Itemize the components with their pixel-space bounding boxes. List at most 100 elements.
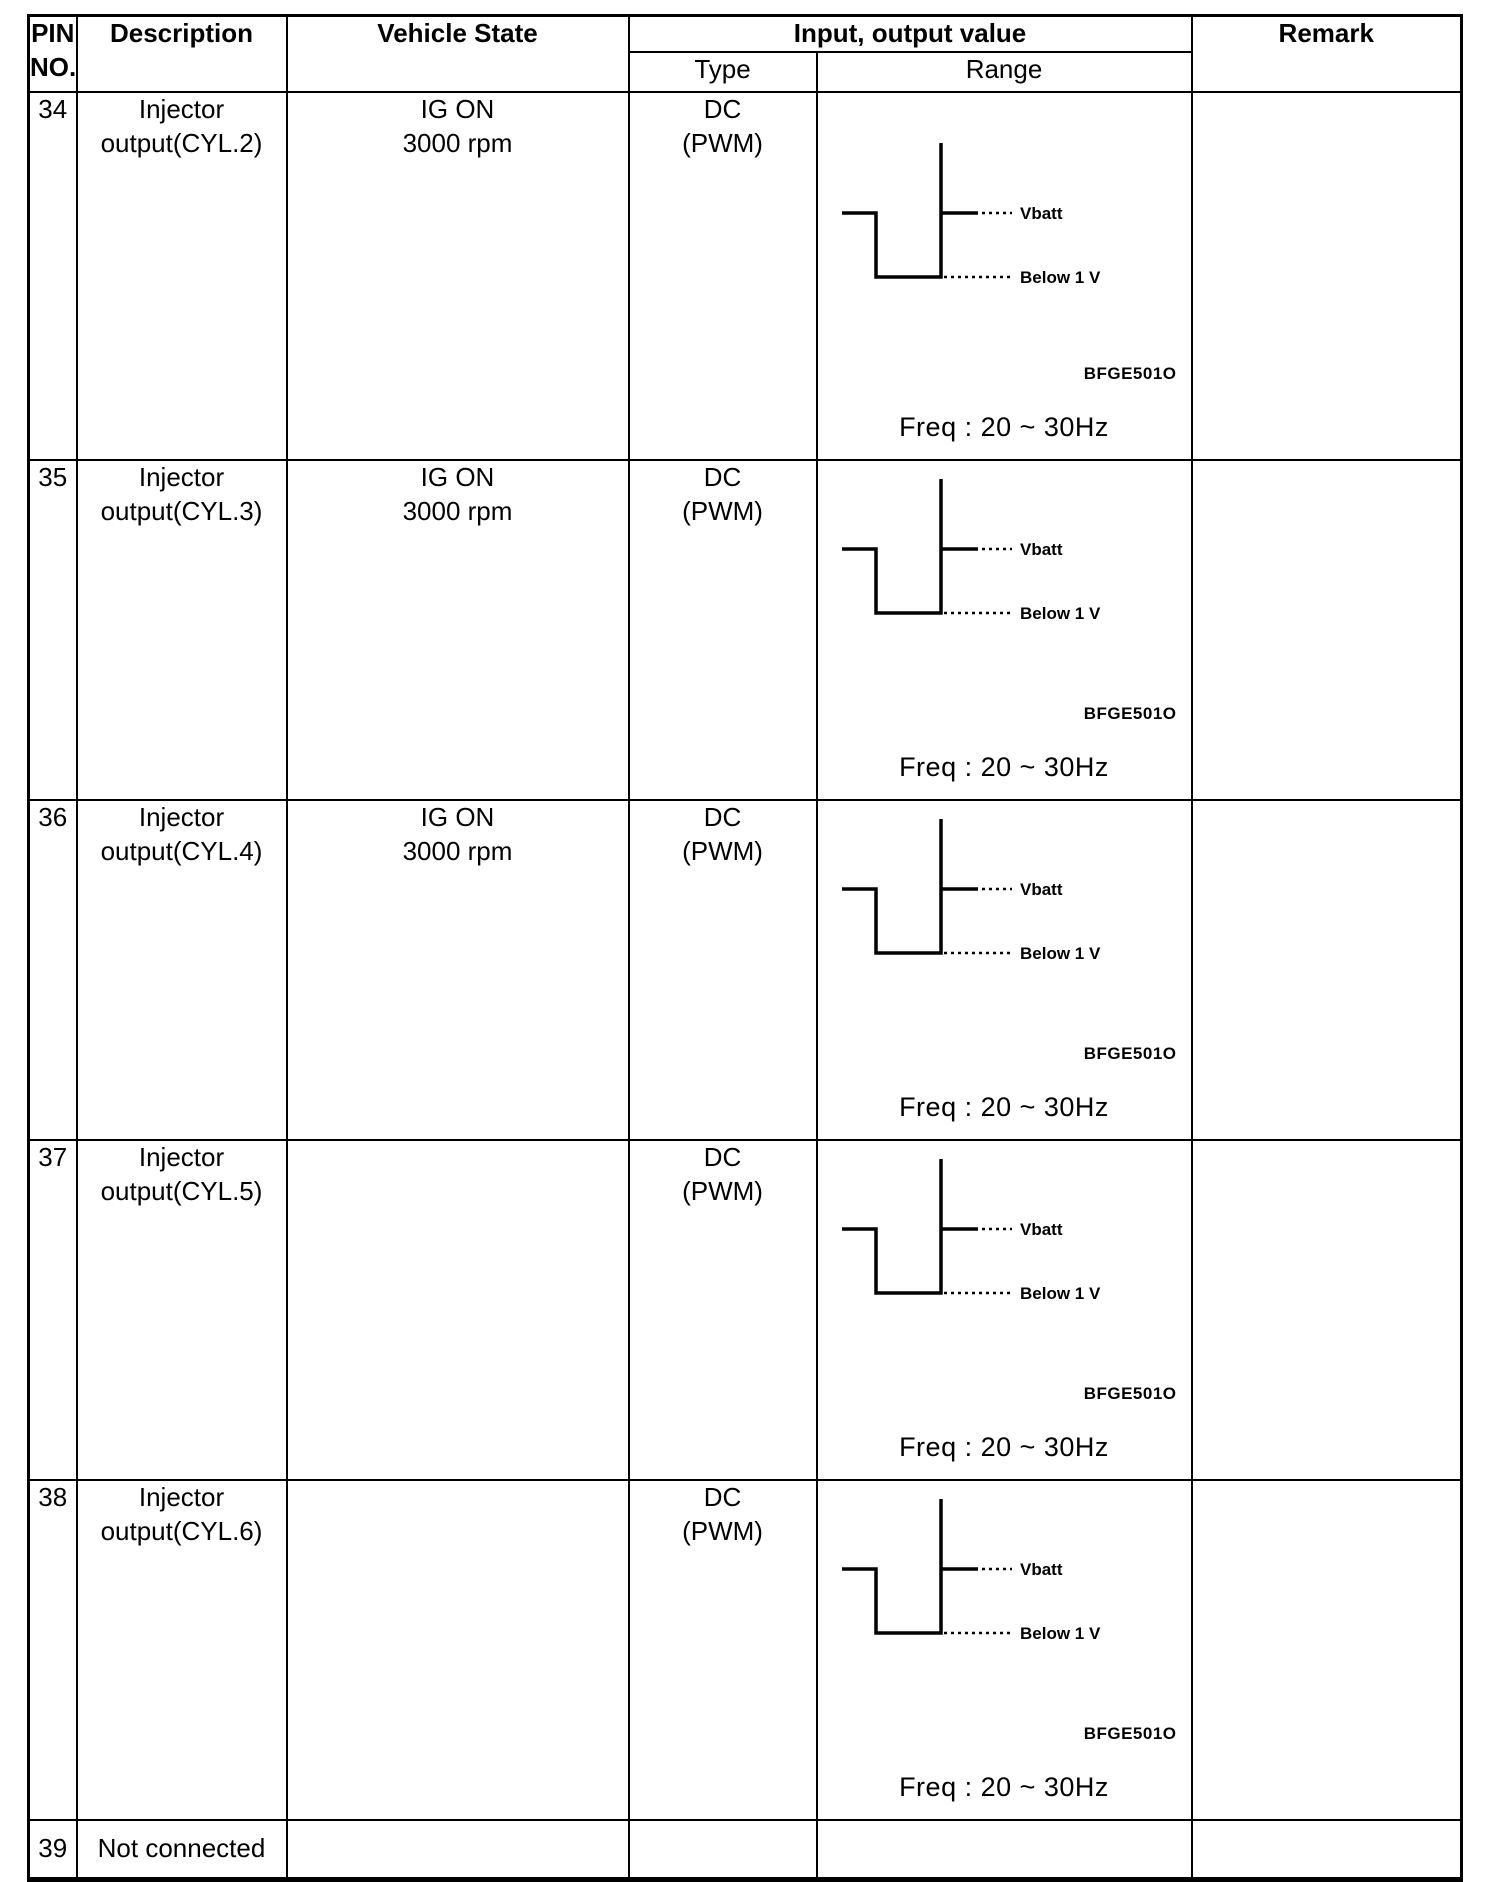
pin-description: Injector output(CYL.3): [75, 458, 288, 801]
header-io-value: Input, output value: [627, 14, 1193, 53]
type-line: (PWM): [682, 495, 763, 526]
figure-code: BFGE501O: [1083, 703, 1177, 723]
description-line: Injector: [138, 801, 225, 832]
vbatt-label: Vbatt: [1020, 540, 1063, 559]
type-line: DC: [703, 1481, 742, 1512]
pin-number: 35: [27, 458, 78, 801]
figure-code: BFGE501O: [1083, 1723, 1177, 1743]
vehicle-state-line: IG ON: [420, 461, 495, 492]
header-pin-line2: NO.: [30, 51, 77, 82]
waveform-trace: [841, 478, 943, 615]
description-line: output(CYL.2): [100, 127, 263, 158]
remark-value: [1190, 1138, 1463, 1481]
type-line: DC: [703, 801, 742, 832]
below1v-label: Below 1 V: [1020, 944, 1101, 963]
vehicle-state: [285, 1818, 630, 1881]
figure-code: BFGE501O: [1083, 1043, 1177, 1063]
signal-type: DC (PWM): [627, 1138, 818, 1481]
type-line: (PWM): [682, 127, 763, 158]
type-line: (PWM): [682, 1175, 763, 1206]
description-line: output(CYL.4): [100, 835, 263, 866]
frequency-note: Freq : 20 ~ 30Hz: [899, 1771, 1109, 1802]
injector-waveform-diagram: Vbatt Below 1 V: [841, 1498, 1101, 1643]
signal-range: [815, 1818, 1193, 1881]
pin-description: Not connected: [75, 1818, 288, 1881]
vehicle-state-line: IG ON: [420, 93, 495, 124]
vehicle-state: IG ON 3000 rpm: [285, 798, 630, 1141]
description-line: Not connected: [97, 1832, 266, 1863]
below1v-label: Below 1 V: [1020, 604, 1101, 623]
vehicle-state: IG ON 3000 rpm: [285, 90, 630, 461]
figure-code: BFGE501O: [1083, 1383, 1177, 1403]
signal-range: Vbatt Below 1 V BFGE501O Freq : 20 ~ 30H…: [815, 90, 1193, 461]
injector-waveform-diagram: Vbatt Below 1 V: [841, 142, 1101, 287]
signal-type: DC (PWM): [627, 1478, 818, 1821]
vbatt-label: Vbatt: [1020, 204, 1063, 223]
pin-table-body: 34 Injector output(CYL.2) IG ON 3000 rpm D…: [27, 90, 1463, 1881]
waveform-trace: [841, 142, 943, 279]
remark-value: [1190, 1818, 1463, 1881]
pin-description: Injector output(CYL.2): [75, 90, 288, 461]
frequency-note: Freq : 20 ~ 30Hz: [899, 411, 1109, 442]
signal-range: Vbatt Below 1 V BFGE501O Freq : 20 ~ 30H…: [815, 1478, 1193, 1821]
header-range: Range: [815, 50, 1193, 93]
vbatt-label: Vbatt: [1020, 1220, 1063, 1239]
description-line: output(CYL.3): [100, 495, 263, 526]
waveform-trace: [841, 818, 943, 955]
pin-table-row: 37 Injector output(CYL.5) DC (PWM) Vbatt B…: [27, 1138, 1463, 1481]
figure-code: BFGE501O: [1083, 363, 1177, 383]
type-line: DC: [703, 1141, 742, 1172]
header-pin-no: PIN NO.: [27, 14, 78, 93]
frequency-note: Freq : 20 ~ 30Hz: [899, 751, 1109, 782]
below1v-label: Below 1 V: [1020, 1624, 1101, 1643]
pin-table-row: 38 Injector output(CYL.6) DC (PWM) Vbatt B…: [27, 1478, 1463, 1821]
pin-table-row: 35 Injector output(CYL.3) IG ON 3000 rpm D…: [27, 458, 1463, 801]
below1v-label: Below 1 V: [1020, 268, 1101, 287]
waveform-trace: [841, 1158, 943, 1295]
description-line: Injector: [138, 1481, 225, 1512]
frequency-note: Freq : 20 ~ 30Hz: [899, 1431, 1109, 1462]
waveform-trace: [841, 1498, 943, 1635]
description-line: Injector: [138, 93, 225, 124]
type-line: DC: [703, 461, 742, 492]
pin-number: 36: [27, 798, 78, 1141]
pin-description: Injector output(CYL.6): [75, 1478, 288, 1821]
signal-type: DC (PWM): [627, 90, 818, 461]
header-remark: Remark: [1190, 14, 1463, 93]
header-description: Description: [75, 14, 288, 93]
signal-type: [627, 1818, 818, 1881]
description-line: output(CYL.5): [100, 1175, 263, 1206]
injector-waveform-diagram: Vbatt Below 1 V: [841, 1158, 1100, 1303]
vehicle-state-line: 3000 rpm: [402, 835, 513, 866]
signal-range: Vbatt Below 1 V BFGE501O Freq : 20 ~ 30H…: [815, 798, 1193, 1141]
type-line: DC: [703, 93, 742, 124]
pin-number: 37: [27, 1138, 78, 1481]
type-line: (PWM): [682, 835, 763, 866]
signal-type: DC (PWM): [627, 798, 818, 1141]
signal-range: Vbatt Below 1 V BFGE501O Freq : 20 ~ 30H…: [815, 458, 1193, 801]
remark-value: [1190, 1478, 1463, 1821]
remark-value: [1190, 90, 1463, 461]
vbatt-label: Vbatt: [1020, 880, 1063, 899]
vehicle-state-line: IG ON: [420, 801, 495, 832]
pin-description: Injector output(CYL.4): [75, 798, 288, 1141]
pin-table-row: 39 Not connected: [27, 1818, 1463, 1881]
signal-type: DC (PWM): [627, 458, 818, 801]
vehicle-state: [285, 1138, 630, 1481]
type-line: (PWM): [682, 1515, 763, 1546]
pin-table-row: 34 Injector output(CYL.2) IG ON 3000 rpm D…: [27, 90, 1463, 461]
vehicle-state-line: 3000 rpm: [402, 127, 513, 158]
ecu-pin-table: PIN NO. Description Vehicle State Input,…: [27, 14, 1463, 1882]
pin-number: 39: [27, 1818, 78, 1881]
header-pin-line1: PIN: [31, 18, 75, 48]
description-line: Injector: [138, 461, 225, 492]
vbatt-label: Vbatt: [1020, 1560, 1063, 1579]
pin-description: Injector output(CYL.5): [75, 1138, 288, 1481]
vehicle-state: [285, 1478, 630, 1821]
frequency-note: Freq : 20 ~ 30Hz: [899, 1091, 1109, 1122]
injector-waveform-diagram: Vbatt Below 1 V: [841, 478, 1101, 623]
description-line: output(CYL.6): [100, 1515, 263, 1546]
remark-value: [1190, 798, 1463, 1141]
vehicle-state-line: 3000 rpm: [402, 495, 513, 526]
